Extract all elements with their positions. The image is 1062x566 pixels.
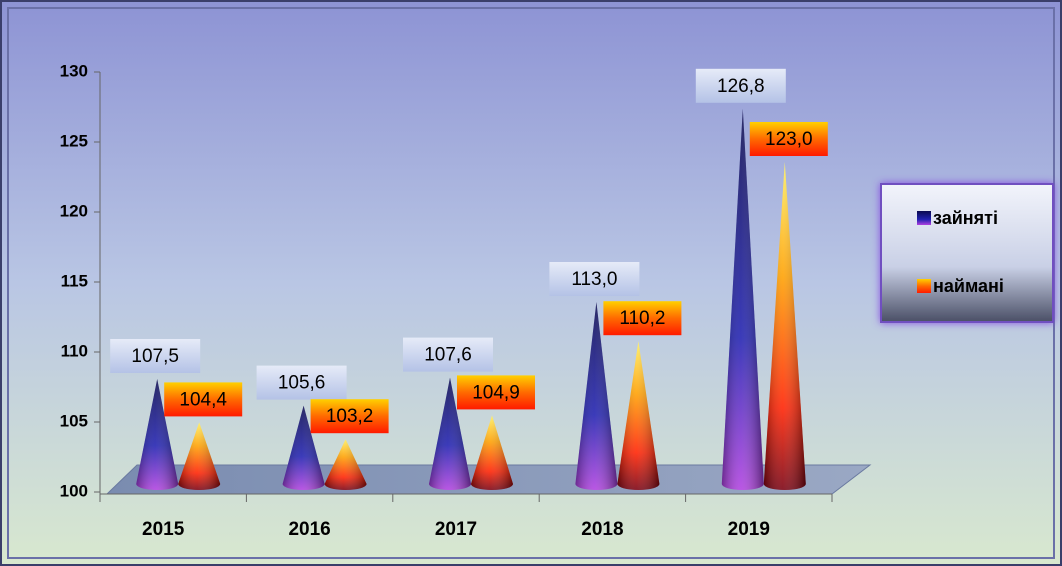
value-label-box	[457, 375, 535, 410]
value-label-box	[310, 399, 389, 434]
cone	[429, 377, 471, 490]
cone-shade	[617, 341, 660, 491]
legend-label: зайняті	[933, 208, 998, 228]
cone-shade	[324, 439, 367, 491]
cone	[282, 405, 325, 491]
value-label-box	[403, 337, 493, 372]
value-label-box	[164, 382, 243, 417]
value-label: 104,9	[472, 382, 520, 403]
x-tick-label: 2016	[288, 519, 330, 540]
y-tick-label: 105	[60, 411, 88, 430]
value-label: 123,0	[765, 129, 813, 150]
cone-shade	[178, 422, 221, 491]
cone-shade	[763, 162, 806, 491]
cone-shade	[471, 415, 513, 490]
value-label-box	[695, 68, 786, 103]
y-tick-label: 130	[60, 61, 88, 80]
cone	[617, 341, 660, 491]
value-label: 103,2	[326, 406, 374, 427]
value-label: 110,2	[619, 308, 665, 329]
x-tick-label: 2015	[142, 519, 185, 540]
y-tick-label: 120	[60, 201, 88, 220]
value-label-box	[110, 339, 201, 373]
value-label: 113,0	[571, 269, 617, 290]
value-label: 104,4	[179, 389, 227, 410]
value-label-box	[256, 365, 347, 400]
cone	[575, 302, 618, 491]
cone	[763, 162, 806, 491]
y-tick-label: 115	[61, 271, 88, 290]
cone-shade	[721, 108, 764, 491]
x-tick-label: 2019	[728, 519, 770, 540]
value-label: 126,8	[717, 76, 765, 97]
value-label: 107,6	[424, 345, 472, 366]
cone-shade	[282, 405, 325, 491]
cone-shade	[429, 377, 471, 490]
legend-box	[880, 183, 1054, 323]
value-label: 105,6	[278, 373, 326, 394]
cone-shade	[136, 379, 179, 490]
cone	[471, 415, 513, 490]
x-tick-label: 2018	[581, 519, 623, 540]
value-label-box	[549, 262, 640, 296]
cone	[324, 439, 367, 491]
value-label-box	[749, 122, 828, 156]
cone	[178, 422, 221, 491]
legend-label: наймані	[933, 276, 1004, 296]
y-tick-label: 110	[61, 341, 88, 360]
cone	[136, 379, 179, 490]
x-tick-label: 2017	[435, 519, 477, 540]
cone-shade	[575, 302, 618, 491]
y-tick-label: 125	[60, 131, 88, 150]
legend-swatch	[917, 211, 931, 225]
y-tick-label: 100	[60, 481, 88, 500]
value-label: 107,5	[131, 346, 179, 367]
legend-swatch	[917, 279, 931, 293]
cone	[721, 108, 764, 491]
value-label-box	[603, 301, 682, 336]
